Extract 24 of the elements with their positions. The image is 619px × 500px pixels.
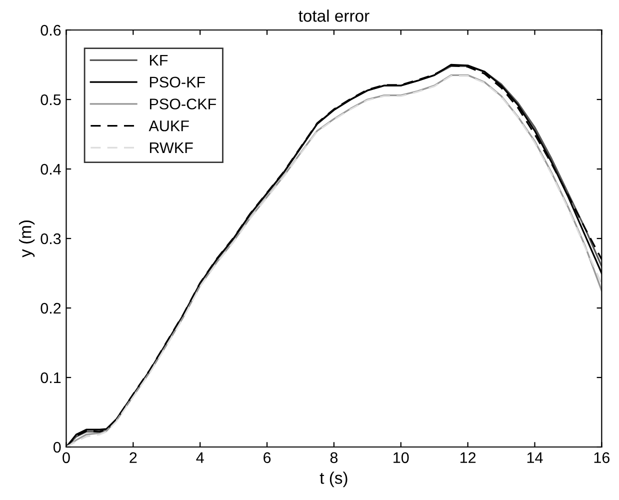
x-tick-label: 4 (196, 452, 204, 463)
legend-label: PSO-KF (150, 76, 205, 88)
x-tick-label: 12 (460, 452, 476, 463)
legend-label: KF (150, 55, 168, 66)
chart-title: total error (298, 10, 370, 22)
y-tick-label: 0.4 (40, 164, 61, 175)
x-tick-label: 0 (62, 452, 70, 464)
legend-label: RWKF (150, 142, 193, 154)
legend-label: AUKF (148, 120, 189, 132)
y-tick-label: 0 (53, 442, 61, 453)
y-tick-label: 0.1 (40, 372, 61, 384)
x-tick-label: 14 (527, 452, 543, 463)
x-tick-label: 10 (394, 452, 409, 464)
y-tick-label: 0.6 (40, 24, 61, 36)
x-tick-label: 8 (330, 452, 338, 464)
x-axis-title: t (s) (320, 472, 348, 488)
y-tick-label: 0.5 (40, 94, 61, 106)
x-tick-label: 2 (130, 452, 137, 463)
x-tick-label: 16 (594, 452, 610, 464)
x-tick-label: 6 (264, 452, 271, 464)
legend-label: PSO-CKF (150, 98, 216, 110)
y-axis-title: y (m) (19, 220, 35, 258)
y-tick-label: 0.2 (40, 302, 61, 314)
y-tick-label: 0.3 (40, 233, 61, 244)
